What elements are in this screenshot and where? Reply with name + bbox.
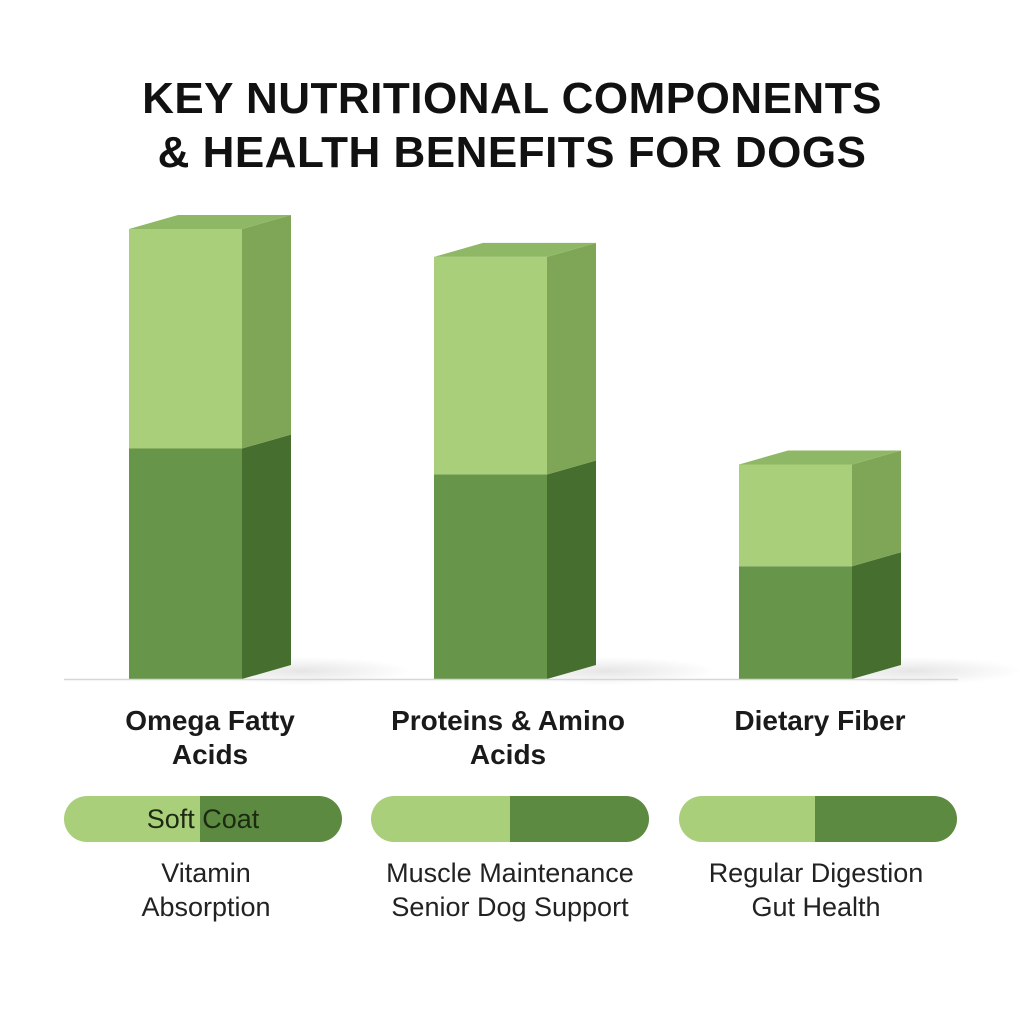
bar-group (434, 242, 717, 685)
benefit-pill-proteins (371, 796, 649, 842)
benefit-line-1: Vitamin (161, 858, 251, 888)
chart-title: KEY NUTRITIONAL COMPONENTS & HEALTH BENE… (0, 72, 1024, 180)
benefit-text-fiber: Regular Digestion Gut Health (656, 856, 976, 924)
bar-lower-front (434, 474, 547, 679)
bar-top-face (434, 242, 596, 257)
category-label-line-2: Acids (171, 739, 249, 770)
pill-dark-segment (200, 796, 342, 842)
category-label-proteins: Proteins & Amino Acids (358, 704, 658, 772)
category-label-line-1: Omega Fatty (125, 705, 295, 736)
bar-lower-side (852, 552, 901, 679)
bar-lower-side (242, 434, 291, 679)
pill-dark-segment (510, 796, 649, 842)
bar-upper-side (547, 242, 596, 475)
category-label-line-2: Acids (469, 739, 547, 770)
bar-top-face (739, 450, 901, 465)
chart-title-line-1: KEY NUTRITIONAL COMPONENTS (142, 74, 882, 123)
bar-group (739, 450, 1022, 685)
bar-lower-front (739, 566, 852, 679)
benefit-line-2: Senior Dog Support (391, 892, 629, 922)
pill-label: Soft Coat (146, 803, 260, 834)
bar-upper-front (434, 256, 547, 475)
category-label-omega: Omega Fatty Acids (60, 704, 360, 772)
bar-lower-front (129, 448, 242, 679)
category-label-line-1: Proteins & Amino (391, 705, 625, 736)
pill-light-segment (64, 796, 201, 842)
bar-upper-front (129, 228, 242, 449)
benefit-pill-omega: Soft Coat (64, 796, 342, 842)
benefit-line-1: Muscle Maintenance (386, 858, 634, 888)
category-label-line-1: Dietary Fiber (734, 705, 906, 736)
benefit-text-proteins: Muscle Maintenance Senior Dog Support (350, 856, 670, 924)
benefit-line-1: Regular Digestion (708, 858, 924, 888)
benefit-line-2: Absorption (141, 892, 271, 922)
pill-light-segment (371, 796, 510, 842)
bar-chart (64, 214, 1022, 685)
bar-group (129, 214, 412, 685)
bar-lower-side (547, 460, 596, 679)
pill-light-segment (679, 796, 816, 842)
bar-upper-front (739, 464, 852, 567)
bars-layer (129, 214, 1022, 685)
benefit-line-2: Gut Health (751, 892, 881, 922)
chart-title-line-2: & HEALTH BENEFITS FOR DOGS (157, 128, 867, 177)
bar-top-face (129, 214, 291, 229)
pill-label (679, 796, 957, 842)
benefit-text-omega: Vitamin Absorption (46, 856, 366, 924)
pill-label (371, 796, 649, 842)
category-label-fiber: Dietary Fiber (670, 704, 970, 738)
pill-dark-segment (815, 796, 957, 842)
bar-upper-side (242, 214, 291, 449)
benefit-pill-fiber (679, 796, 957, 842)
bar-upper-side (852, 450, 901, 567)
